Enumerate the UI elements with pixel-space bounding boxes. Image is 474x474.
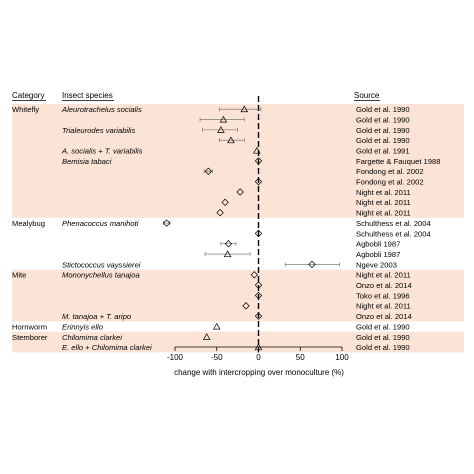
triangle-point [217,126,225,133]
source-label: Schulthess et al. 2004 [356,229,431,238]
source-label: Schulthess et al. 2004 [356,219,431,228]
x-axis: -100 -50 0 50 100 [167,346,349,362]
species-label: Aleurotrachelus socialis [61,105,142,114]
source-label: Gold et al. 1990 [356,136,410,145]
diamond-point [254,281,263,289]
source-label: Night et al. 2011 [356,188,411,197]
species-label: Stictococcus vayssierei [62,260,141,269]
diamond-point [216,208,224,217]
x-tick-label: -50 [211,353,223,362]
diamond-point [254,229,263,238]
species-label: M. tanajoa + T. aripo [62,312,131,321]
source-label: Gold et al. 1990 [356,126,410,135]
species-label: Bemisia tabaci [62,157,112,166]
group-shade [12,104,464,218]
triangle-point [227,136,235,144]
triangle-point [212,322,221,330]
species-label: Erinnyis ello [62,322,103,331]
diamond-point [254,312,263,320]
diamond-point [308,260,316,269]
diamond-point [254,291,263,300]
category-label: Hornworm [12,322,47,331]
source-label: Gold et al. 1991 [356,146,410,155]
diamond-point [254,157,263,165]
category-label: Stemborer [12,333,48,342]
x-tick-label: 50 [296,353,305,362]
species-label: Mononychellus tanajoa [62,271,140,280]
triangle-point [253,146,261,154]
diamond-point [254,177,263,186]
group-shade [12,331,464,353]
source-label: Toko et al. 1996 [356,291,410,300]
source-label: Gold et al. 1990 [356,343,410,352]
x-tick-label: -100 [167,353,184,362]
diamond-point [162,219,171,227]
source-label: Agbobli 1987 [356,250,400,259]
species-header: Insect species [62,91,113,100]
x-axis-label: change with intercropping over monocultu… [174,368,344,377]
category-header: Category [12,91,44,100]
source-label: Gold et al. 1990 [356,115,410,124]
species-label: A. socialis + T. variabilis [61,146,143,155]
source-label: Night et al. 2011 [356,198,411,207]
species-label: Trialeurodes variabilis [62,126,135,135]
source-label: Onzo et al. 2014 [356,312,412,321]
group-shade [12,269,464,322]
source-header: Source [354,91,380,100]
source-label: Gold et al. 1990 [356,105,410,114]
category-label: Whitefly [12,105,39,114]
diamond-point [250,271,259,279]
x-tick-label: 100 [335,353,349,362]
diamond-point [242,302,250,310]
triangle-point [202,333,211,340]
triangle-point [240,105,249,113]
species-label: E. ello + Chilomima clarkei [62,343,152,352]
source-label: Ngeve 2003 [356,260,397,269]
source-label: Night et al. 2011 [356,209,411,218]
species-label: Phenacoccus manihoti [62,219,139,228]
diamond-point [236,188,244,196]
species-label: Chilomima clarkei [62,333,122,342]
source-label: Agbobli 1987 [356,240,400,249]
source-label: Gold et al. 1990 [356,322,410,331]
row-shading [12,104,464,353]
diamond-point [224,240,233,248]
diamond-point [221,198,229,207]
diamond-point [204,167,213,175]
source-label: Fondong et al. 2002 [356,167,424,176]
source-label: Fargette & Fauquet 1988 [356,157,440,166]
source-label: Night et al. 2011 [356,271,411,280]
triangle-point [219,115,228,123]
source-label: Gold et al. 1990 [356,333,410,342]
triangle-point [223,250,232,258]
row-labels: Whitefly Aleurotrachelus socialis Gold et … [12,105,440,352]
source-label: Onzo et al. 2014 [356,281,412,290]
category-label: Mealybug [12,219,45,228]
category-label: Mite [12,271,26,280]
x-tick-label: 0 [256,353,261,362]
source-label: Night et al. 2011 [356,302,411,311]
source-label: Fondong et al. 2002 [356,178,424,187]
